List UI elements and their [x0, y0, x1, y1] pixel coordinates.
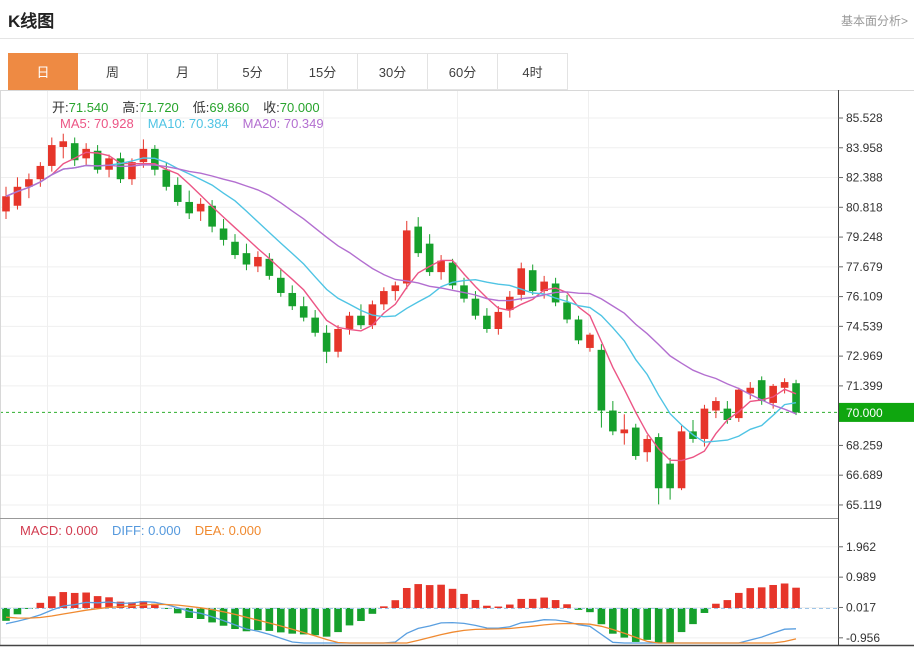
ma-ma20: MA20: 70.349	[242, 116, 324, 131]
ma10-line	[5, 157, 797, 443]
tab-day[interactable]: 日	[8, 53, 78, 90]
fundamental-analysis-link[interactable]: 基本面分析>	[840, 14, 908, 28]
current-price-badge: 70.000	[839, 402, 914, 422]
price-axis-labels: 85.528 83.958 82.388 80.818 79.248 77.679 76.1…	[838, 111, 883, 645]
dea-line	[5, 603, 797, 644]
chart-area[interactable]: 85.528 83.958 82.388 80.818 79.248 77.679 76.1…	[0, 90, 914, 647]
svg-text:0.989: 0.989	[846, 570, 876, 584]
period-tabbar: 日周月 5分 15分 30分 60分 4时	[8, 53, 568, 90]
page-title: K线图	[8, 12, 55, 31]
svg-text:70.000: 70.000	[846, 406, 883, 420]
svg-text:80.818: 80.818	[846, 200, 883, 214]
ohlc-open: 开:71.540	[52, 100, 109, 115]
svg-text:72.969: 72.969	[846, 349, 883, 363]
tab-month[interactable]: 月	[148, 53, 218, 90]
tab-week[interactable]: 周	[78, 53, 148, 90]
svg-text:71.399: 71.399	[846, 379, 883, 393]
svg-text:68.259: 68.259	[846, 438, 883, 452]
tab-4hour[interactable]: 4时	[498, 53, 568, 90]
ma-legend: MA5: 70.928 MA10: 70.384 MA20: 70.349	[60, 116, 338, 131]
macd-histogram-layer	[2, 583, 800, 643]
macd-lines-layer	[5, 600, 797, 644]
svg-text:76.109: 76.109	[846, 290, 883, 304]
macd-dea: DEA: 0.000	[194, 523, 262, 538]
svg-text:0.017: 0.017	[846, 600, 876, 614]
tab-5min[interactable]: 5分	[218, 53, 288, 90]
tab-30min[interactable]: 30分	[358, 53, 428, 90]
tab-60min[interactable]: 60分	[428, 53, 498, 90]
ma-ma10: MA10: 70.384	[147, 116, 229, 131]
macd-legend: MACD: 0.000 DIFF: 0.000 DEA: 0.000	[20, 523, 275, 538]
panel-borders	[0, 90, 914, 647]
svg-text:1.962: 1.962	[846, 540, 876, 554]
svg-text:77.679: 77.679	[846, 260, 883, 274]
macd-diff: DIFF: 0.000	[112, 523, 181, 538]
svg-text:82.388: 82.388	[846, 171, 883, 185]
svg-text:85.528: 85.528	[846, 111, 883, 125]
kline-chart[interactable]: 85.528 83.958 82.388 80.818 79.248 77.679 76.1…	[0, 90, 914, 647]
svg-text:66.689: 66.689	[846, 468, 883, 482]
ma20-line	[5, 164, 797, 415]
header-divider	[0, 38, 914, 39]
svg-text:83.958: 83.958	[846, 141, 883, 155]
svg-text:79.248: 79.248	[846, 230, 883, 244]
ohlc-low: 低:69.860	[192, 100, 250, 115]
ohlc-legend: 开:71.540 高:71.720 低:69.860 收:70.000	[52, 97, 334, 116]
ohlc-high: 高:71.720	[122, 100, 179, 115]
ohlc-close: 收:70.000	[263, 100, 320, 115]
tab-15min[interactable]: 15分	[288, 53, 358, 90]
ma5-line	[5, 151, 797, 462]
ma-ma5: MA5: 70.928	[60, 116, 134, 131]
gridlines	[0, 90, 838, 646]
svg-text:74.539: 74.539	[846, 319, 883, 333]
svg-text:65.119: 65.119	[846, 498, 882, 512]
svg-text:-0.956: -0.956	[846, 631, 880, 645]
ma-lines-layer	[5, 151, 797, 462]
candles-layer	[2, 133, 800, 505]
macd-macd: MACD: 0.000	[20, 523, 99, 538]
